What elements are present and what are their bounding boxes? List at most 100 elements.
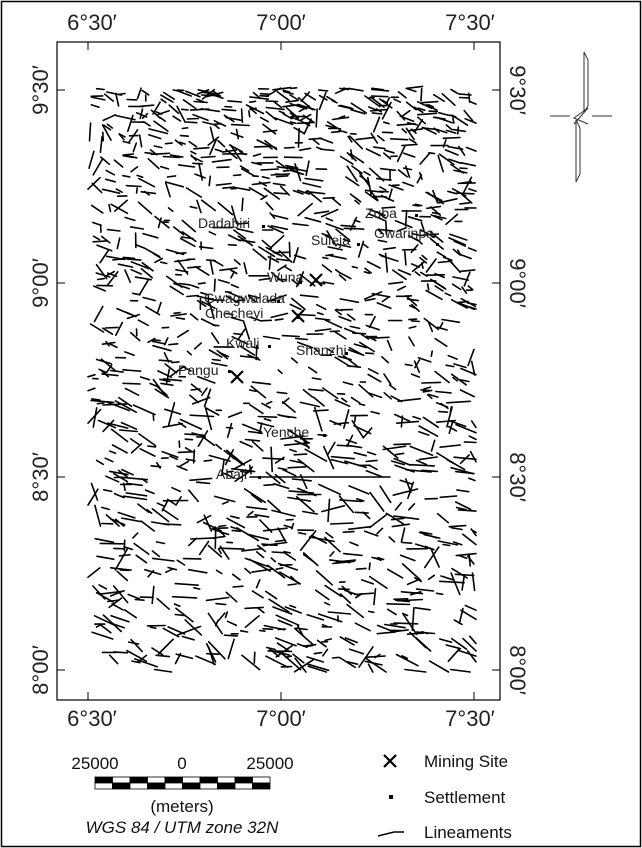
lineament [277,527,287,543]
lineament [325,531,334,539]
lineament [236,227,254,234]
lineament [150,109,161,119]
lineament [165,248,185,256]
lineament [393,443,412,446]
lineament [459,202,471,205]
lineament [140,267,153,279]
lineament [177,164,196,168]
lineament [408,318,418,321]
lineament [433,215,447,220]
lineament [435,401,449,408]
lineament [390,517,405,521]
lineament [140,520,155,532]
lineament [248,295,257,303]
lineament [318,137,334,144]
lineament [193,100,208,104]
lineament [130,442,143,454]
lineament [134,598,145,602]
lon-label: 7°00′ [256,10,306,35]
lineament [167,626,186,635]
place-label: Gwarinpa [374,225,434,241]
lineament [227,411,243,418]
lineament [314,328,332,332]
lineament [327,246,343,251]
lineament [368,208,386,216]
lineament [126,258,142,261]
lineament [381,296,390,303]
lineament [408,138,417,144]
scale-segment [164,776,183,784]
lineament [367,373,382,383]
lineament [401,143,418,147]
lineament [136,87,142,100]
lineament [334,309,343,316]
lineament [412,204,421,207]
lineament [414,271,421,277]
lineament [117,263,134,268]
lineament [105,340,110,347]
lineament [121,517,142,523]
lineament [281,334,301,338]
lineament [452,248,461,256]
lineament [90,104,100,109]
lineament [347,525,372,531]
lineament [157,638,174,655]
lineament [298,147,312,152]
lineament [274,173,285,176]
lineament [455,423,477,434]
lineament [241,423,262,433]
lineament [416,101,433,110]
lineament [302,121,311,127]
lineament [259,92,271,96]
lineament [249,316,261,322]
lineament [270,214,289,220]
lineament [323,601,331,606]
lineament [389,138,409,141]
lineament [127,114,134,133]
lineament [87,488,99,506]
lineament [383,391,393,400]
lineament [200,291,210,296]
lineament [355,567,367,571]
lineament [88,122,92,142]
lineament [259,319,273,322]
lineament [397,91,407,99]
lineament [275,614,300,627]
lineament [348,648,365,655]
lineament [425,289,443,301]
lineament [438,322,444,329]
lineament [118,553,131,557]
lineament [212,324,220,327]
lineament [289,448,298,453]
lineament [460,269,476,273]
lineament [101,506,110,511]
lineament [426,393,433,400]
lineament [421,381,442,384]
lineament [241,197,244,212]
lineament [125,492,148,497]
lineament [240,108,244,124]
lineament [236,222,249,225]
lineament [401,128,408,134]
lineament [410,373,421,378]
lineament [142,232,159,239]
lineament [339,298,360,304]
lineament [397,268,412,276]
lineament [244,567,252,575]
lineament [327,498,331,523]
lineament [265,106,285,111]
lineament [101,341,116,346]
lineament [173,311,181,315]
lineament [303,118,312,135]
lineament [160,94,174,103]
scale-segment [112,776,131,784]
lineament [164,142,173,145]
lineament [157,217,162,229]
lineament [266,564,286,579]
lineament [467,477,476,482]
lineament [363,170,371,176]
lineament [360,579,375,585]
lineament [217,547,222,555]
lineament [227,638,235,660]
lineament [168,342,179,346]
